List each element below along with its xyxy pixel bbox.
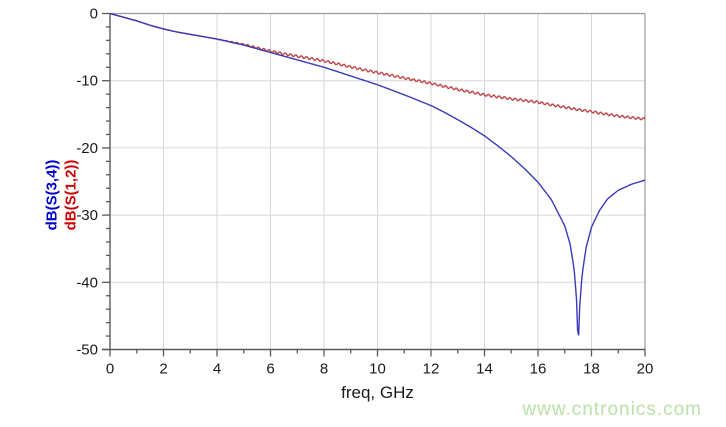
y-tick-label: 0: [90, 6, 98, 23]
series-curve-dB-S-3-4-: [109, 12, 646, 336]
x-tick-label: 6: [266, 361, 274, 378]
x-tick-label: 12: [423, 361, 440, 378]
x-tick-label: 4: [213, 361, 221, 378]
y-tick-label: -20: [76, 140, 98, 157]
watermark-text: www.cntronics.com: [522, 399, 702, 420]
y-tick-label: -40: [76, 274, 98, 291]
x-tick-label: 10: [369, 361, 386, 378]
x-tick-label: 14: [476, 361, 493, 378]
x-tick-label: 16: [530, 361, 547, 378]
x-tick-label: 18: [583, 361, 600, 378]
x-tick-label: 2: [159, 361, 167, 378]
y-axis-label-blue-series: dB(S(3,4)): [43, 159, 61, 231]
x-tick-label: 20: [637, 361, 654, 378]
y-axis-label-red-series: dB(S(1,2)): [62, 159, 80, 231]
y-tick-label: -50: [76, 342, 98, 359]
y-tick-label: -10: [76, 73, 98, 90]
x-axis-title: freq, GHz: [341, 383, 414, 402]
x-tick-label: 8: [320, 361, 328, 378]
x-tick-label: 0: [106, 361, 114, 378]
y-tick-label: -30: [76, 207, 98, 224]
